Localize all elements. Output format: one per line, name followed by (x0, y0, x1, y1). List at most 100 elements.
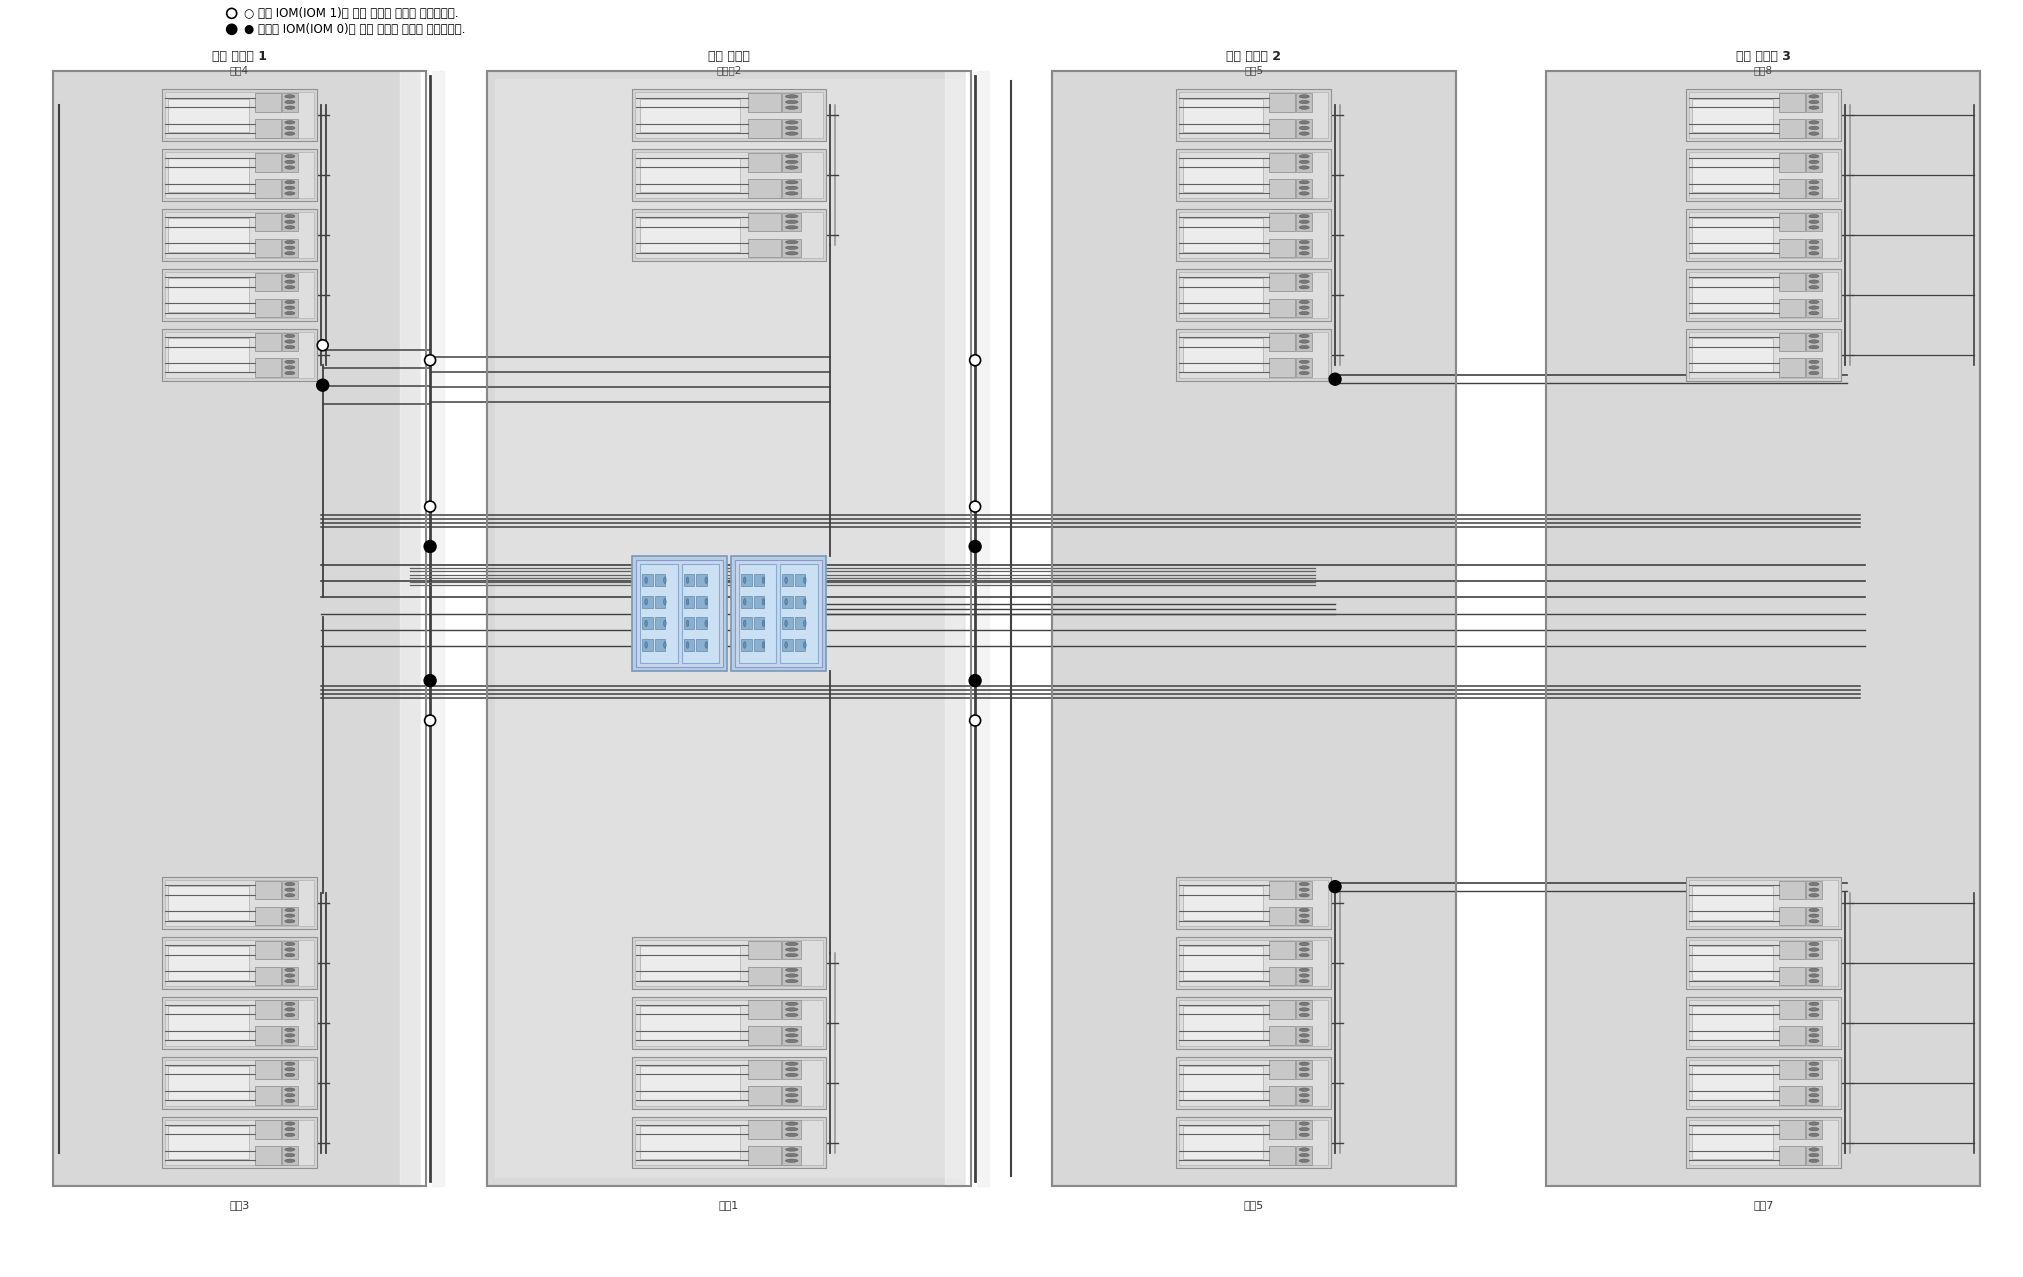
Bar (738, 564, 777, 663)
Bar (1685, 877, 1841, 928)
Bar (749, 1147, 781, 1165)
Ellipse shape (1299, 1160, 1309, 1162)
Ellipse shape (1299, 340, 1309, 344)
Bar (749, 1060, 781, 1079)
Bar (753, 618, 765, 630)
Bar (635, 1120, 823, 1166)
Ellipse shape (285, 1133, 295, 1137)
Bar (783, 1060, 801, 1079)
Ellipse shape (785, 126, 797, 130)
Bar (166, 272, 314, 318)
Bar (1807, 941, 1821, 959)
Bar (1297, 273, 1313, 291)
Bar (633, 209, 825, 261)
Bar (1685, 1116, 1841, 1168)
Bar (635, 152, 823, 198)
Bar (635, 1060, 823, 1106)
Ellipse shape (686, 621, 688, 627)
Bar (1268, 359, 1295, 377)
Bar (639, 158, 740, 192)
Ellipse shape (1809, 1039, 1819, 1042)
Bar (1778, 153, 1805, 171)
Ellipse shape (1299, 1099, 1309, 1102)
Ellipse shape (763, 621, 765, 627)
Bar (635, 212, 823, 258)
Ellipse shape (785, 1128, 797, 1131)
Bar (639, 946, 740, 979)
Bar (783, 239, 801, 258)
Ellipse shape (1299, 286, 1309, 289)
Ellipse shape (285, 908, 295, 912)
Bar (1778, 239, 1805, 258)
Bar (781, 564, 817, 663)
Bar (1689, 1120, 1837, 1166)
Bar (633, 937, 825, 988)
Ellipse shape (285, 1033, 295, 1037)
Bar (1268, 1120, 1295, 1139)
Bar (783, 596, 793, 608)
Ellipse shape (285, 286, 295, 289)
Bar (1179, 212, 1327, 258)
Ellipse shape (1809, 1028, 1819, 1032)
Ellipse shape (285, 300, 295, 304)
Circle shape (969, 355, 981, 365)
Bar (1297, 299, 1313, 317)
Text: ● 아래쪽 IOM(IOM 0)에 대한 케이블 연결을 나타냅니다.: ● 아래쪽 IOM(IOM 0)에 대한 케이블 연결을 나타냅니다. (243, 23, 465, 36)
Bar (1807, 881, 1821, 899)
Bar (740, 596, 751, 608)
Ellipse shape (664, 577, 666, 584)
Bar (255, 332, 281, 351)
Bar (1177, 997, 1331, 1048)
Ellipse shape (1299, 1153, 1309, 1157)
Ellipse shape (1809, 340, 1819, 344)
Ellipse shape (664, 599, 666, 605)
Ellipse shape (285, 1122, 295, 1125)
Ellipse shape (1809, 240, 1819, 244)
Ellipse shape (1809, 101, 1819, 103)
Ellipse shape (803, 577, 805, 584)
Ellipse shape (285, 246, 295, 249)
Ellipse shape (285, 226, 295, 229)
Bar (1807, 273, 1821, 291)
Ellipse shape (785, 1068, 797, 1071)
Bar (281, 1060, 297, 1079)
Ellipse shape (285, 132, 295, 135)
Bar (1685, 149, 1841, 202)
Bar (1183, 946, 1262, 979)
Ellipse shape (1299, 226, 1309, 229)
Ellipse shape (1809, 246, 1819, 249)
Bar (783, 638, 793, 651)
Ellipse shape (1299, 1014, 1309, 1016)
Ellipse shape (1809, 300, 1819, 304)
Ellipse shape (1299, 275, 1309, 277)
Bar (281, 941, 297, 959)
Ellipse shape (285, 335, 295, 337)
Ellipse shape (664, 642, 666, 649)
Ellipse shape (285, 1014, 295, 1016)
Bar (1807, 1000, 1821, 1019)
Bar (1693, 278, 1772, 312)
Bar (53, 72, 427, 1186)
Ellipse shape (785, 252, 797, 255)
Bar (1268, 881, 1295, 899)
Ellipse shape (1299, 280, 1309, 283)
Bar (1297, 1120, 1313, 1139)
Bar (1689, 152, 1837, 198)
Bar (166, 1000, 314, 1046)
Circle shape (425, 715, 435, 727)
Bar (281, 213, 297, 231)
Bar (1689, 880, 1837, 926)
Ellipse shape (785, 1133, 797, 1137)
Ellipse shape (285, 215, 295, 218)
Ellipse shape (785, 155, 797, 158)
Ellipse shape (1299, 1073, 1309, 1077)
Bar (1177, 89, 1331, 142)
Bar (1685, 1056, 1841, 1108)
Bar (1179, 1120, 1327, 1166)
Bar (1685, 269, 1841, 321)
Bar (1183, 218, 1262, 252)
Ellipse shape (785, 1062, 797, 1065)
Ellipse shape (664, 621, 666, 627)
Ellipse shape (1299, 166, 1309, 169)
Bar (1179, 880, 1327, 926)
